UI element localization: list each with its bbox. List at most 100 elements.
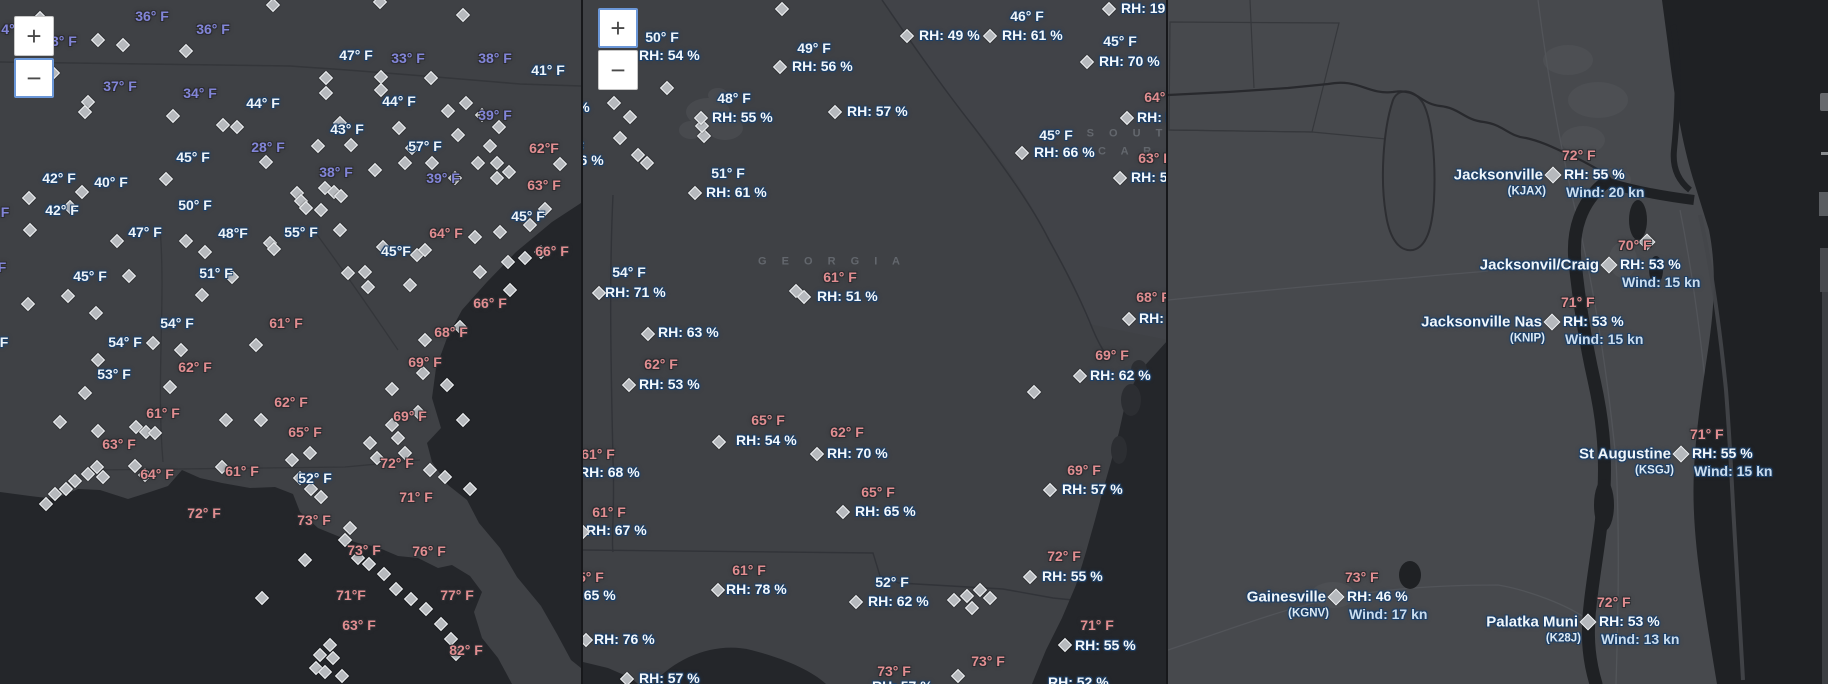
atlantic-ocean <box>1662 0 1828 684</box>
station-humidity-label: RH: 70 % <box>827 445 888 461</box>
zoom-controls: + − <box>14 16 54 98</box>
station-wind-label: Wind: 17 kn <box>1349 606 1428 622</box>
station-humidity-label: RH: 57 % <box>847 103 908 119</box>
station-temperature-label: 73° F <box>971 653 1005 669</box>
temperature-label: 33° F <box>391 50 425 66</box>
station-code: (KSGJ) <box>1635 464 1674 477</box>
station-temperature-label: 72° F <box>1047 548 1081 564</box>
station-humidity-label: RH: 61 % <box>1002 27 1063 43</box>
temperature-label: 45° F <box>73 268 107 284</box>
station-humidity-label: RH: 68 % <box>581 464 640 480</box>
zoom-out-button[interactable]: − <box>598 50 638 90</box>
map-panel-temperature-map[interactable]: 4° 33° F 36° F 36° F 47° F 33° F 38° F 41° F 37°… <box>0 0 581 684</box>
map-region-label: S O U T H <box>1086 127 1168 140</box>
temperature-label: 66° F <box>473 295 507 311</box>
state-border <box>0 61 581 87</box>
station-name: Palatka Muni <box>1486 613 1578 631</box>
temperature-label: 42° F <box>45 202 79 218</box>
barrier-island <box>1698 214 1745 681</box>
temperature-label: 38° F <box>478 50 512 66</box>
station-humidity-label: RH: 62 % <box>1090 367 1151 383</box>
temperature-label: F <box>0 204 10 220</box>
temperature-label: 62°F <box>529 140 559 156</box>
temperature-label: 40° F <box>94 174 128 190</box>
station-temperature-label: 71° F <box>1561 294 1595 310</box>
station-humidity-label: RH: 78 % <box>726 581 787 597</box>
station-temperature-label: 51° F <box>711 165 745 181</box>
map-panel-temperature-humidity-map[interactable]: G E O R G I AS O U T HC A R O L I N A50°… <box>581 0 1168 684</box>
temperature-label: 42° F <box>42 170 76 186</box>
lake <box>1399 200 1663 589</box>
station-temperature-label: 62° F <box>830 424 864 440</box>
station-humidity-label: RH: 46 % <box>1347 588 1408 604</box>
station-temperature-label: 61° F <box>592 504 626 520</box>
temperature-label: 82° F <box>449 642 483 658</box>
zoom-in-button[interactable]: + <box>598 8 638 48</box>
station-humidity-label: RH: 53 % <box>1599 613 1660 629</box>
temperature-label: 45°F <box>381 243 411 259</box>
savannah-river-border <box>881 0 1108 357</box>
coastal-marsh <box>1111 360 1147 464</box>
temperature-label: 62° F <box>274 394 308 410</box>
terrain-map <box>1168 0 1828 684</box>
zoom-in-button[interactable]: + <box>14 16 54 56</box>
station-temperature-label: 52° F <box>875 574 909 590</box>
terrain-map <box>583 0 1168 684</box>
temperature-label: 68° F <box>434 324 468 340</box>
temperature-label: 44° F <box>382 93 416 109</box>
station-humidity-label: RH: 54 % <box>736 432 797 448</box>
station-humidity-label: RH: 65 % <box>583 587 616 603</box>
station-humidity-label: RH: 57 % <box>1062 481 1123 497</box>
station-temperature-label: 49° F <box>797 40 831 56</box>
temperature-label: 44° F <box>246 95 280 111</box>
map-region-label: G E O R G I A <box>758 255 906 268</box>
temperature-label: 53° F <box>97 366 131 382</box>
station-temperature-label: 71° F <box>1690 426 1724 442</box>
station-humidity-label: RH: 67 % <box>586 522 647 538</box>
state-border <box>609 194 615 553</box>
temperature-label: 41° F <box>531 62 565 78</box>
station-temperature-label: 48° F <box>717 90 751 106</box>
station-humidity-label: RH: 50 % <box>583 100 590 114</box>
station-humidity-label: RH: 63 % <box>658 324 719 340</box>
station-humidity-label: RH: 51 % <box>817 288 878 304</box>
temperature-label: 39° F <box>426 170 460 186</box>
zoom-controls: + − <box>598 8 638 90</box>
station-name: Jacksonvil/Craig <box>1479 256 1599 274</box>
temperature-label: F <box>0 334 9 350</box>
station-temperature-label: 68° F <box>1136 289 1168 305</box>
temperature-label: 72° F <box>380 455 414 471</box>
zoom-out-button[interactable]: − <box>14 58 54 98</box>
okefenokee-swamp <box>1381 90 1436 252</box>
station-temperature-label: 62° F <box>644 356 678 372</box>
station-temperature-label: 54° F <box>612 264 646 280</box>
south-carolina-region <box>882 0 1168 340</box>
station-temperature-label: 70° F <box>1618 237 1652 253</box>
temperature-label: 36° F <box>135 8 169 24</box>
station-wind-label: Wind: 15 kn <box>1622 274 1701 290</box>
temperature-label: 36° F <box>196 21 230 37</box>
station-humidity-label: RH: 56 % <box>792 58 853 74</box>
temperature-label: 73° F <box>297 512 331 528</box>
station-wind-label: Wind: 15 kn <box>1565 331 1644 347</box>
station-code: (KJAX) <box>1507 185 1546 198</box>
temperature-label: 62° F <box>178 359 212 375</box>
station-temperature-label: 69° F <box>1095 347 1129 363</box>
st-marys-river-border <box>1168 81 1611 177</box>
station-humidity-label: RH: 55 % <box>1564 166 1625 182</box>
station-temperature-label: 51° F <box>583 140 584 154</box>
station-humidity-label: RH: 55 % <box>712 109 773 125</box>
temperature-label: 34° F <box>183 85 217 101</box>
map-panel-station-detail-map[interactable]: Jacksonville (KJAX) 72° F RH: 55 % Wind: 20 … <box>1166 0 1828 684</box>
temperature-label: 54° F <box>108 334 142 350</box>
station-wind-label: Wind: 15 kn <box>1694 463 1773 479</box>
station-temperature-label: 65° F <box>751 412 785 428</box>
gulf-coast-water <box>653 647 826 684</box>
temperature-label: 73° F <box>347 542 381 558</box>
temperature-label: 48°F <box>218 225 248 241</box>
temperature-label: 52° F <box>298 470 332 486</box>
station-temperature-label: 64° F <box>1144 89 1166 105</box>
temperature-label: 47° F <box>128 224 162 240</box>
station-humidity-label: RH: 71 % <box>605 284 666 300</box>
